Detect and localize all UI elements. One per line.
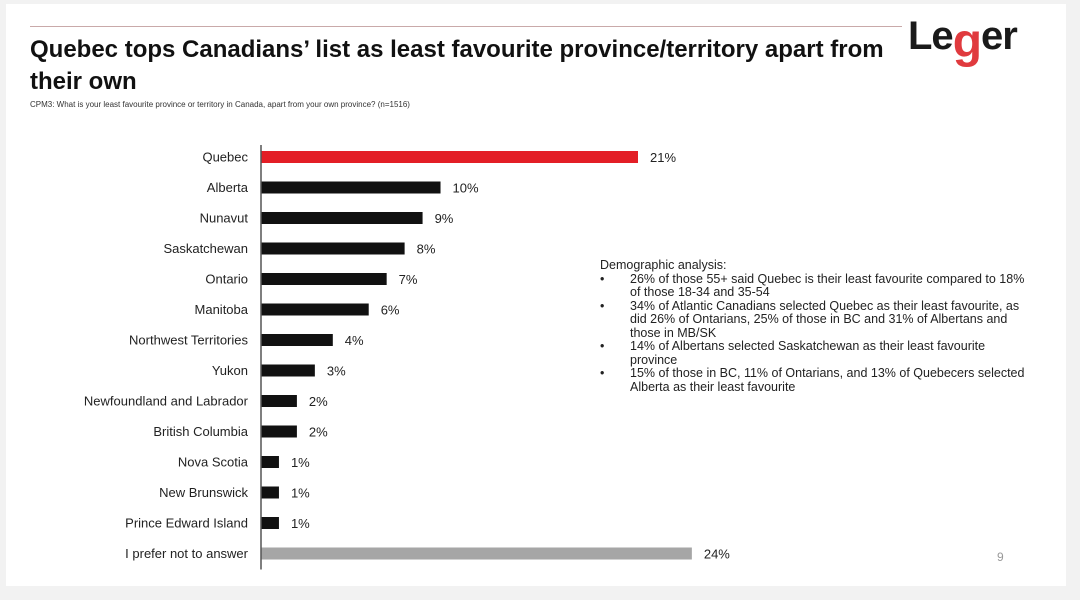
bar-nova-scotia: [261, 456, 279, 468]
bar-british-columbia: [261, 425, 297, 438]
value-label: 24%: [704, 547, 730, 562]
category-label: Alberta: [207, 180, 249, 195]
leger-logo: Leger: [908, 14, 1018, 68]
top-rule: [30, 26, 902, 27]
value-label: 3%: [327, 364, 346, 379]
bar-saskatchewan: [261, 242, 405, 255]
value-label: 4%: [345, 333, 364, 348]
notes-bullet: 26% of those 55+ said Quebec is their le…: [600, 272, 1030, 300]
category-label: Prince Edward Island: [125, 516, 248, 531]
category-label: Northwest Territories: [129, 333, 248, 348]
category-label: Nova Scotia: [178, 455, 249, 470]
value-label: 2%: [309, 425, 328, 440]
category-label: New Brunswick: [159, 485, 248, 500]
category-label: Nunavut: [200, 211, 249, 226]
value-label: 8%: [417, 242, 436, 257]
category-label: Ontario: [205, 272, 248, 287]
notes-bullet: 14% of Albertans selected Saskatchewan a…: [600, 339, 1030, 367]
bar-new-brunswick: [261, 486, 279, 499]
value-label: 10%: [453, 181, 479, 196]
notes-bullet: 15% of those in BC, 11% of Ontarians, an…: [600, 366, 1030, 394]
category-label: Newfoundland and Labrador: [84, 394, 249, 409]
bar-northwest-territories: [261, 334, 333, 346]
value-label: 1%: [291, 455, 310, 470]
category-label: British Columbia: [153, 424, 248, 439]
bar-nunavut: [261, 212, 423, 224]
category-label: Quebec: [202, 150, 248, 165]
bar-quebec: [261, 151, 638, 163]
page-number: 9: [997, 550, 1004, 564]
bar-i-prefer-not-to-answer: [261, 547, 692, 560]
notes-list: 26% of those 55+ said Quebec is their le…: [600, 272, 1030, 395]
category-label: Manitoba: [195, 302, 249, 317]
bar-alberta: [261, 181, 441, 194]
value-label: 9%: [435, 211, 454, 226]
bar-prince-edward-island: [261, 517, 279, 529]
value-label: 1%: [291, 486, 310, 501]
value-label: 2%: [309, 394, 328, 409]
bar-newfoundland-and-labrador: [261, 395, 297, 407]
demographic-notes: Demographic analysis: 26% of those 55+ s…: [600, 258, 1030, 395]
value-label: 6%: [381, 303, 400, 318]
bar-ontario: [261, 273, 387, 285]
bar-yukon: [261, 364, 315, 377]
category-label: I prefer not to answer: [125, 546, 249, 561]
bar-manitoba: [261, 303, 369, 316]
value-label: 1%: [291, 516, 310, 531]
notes-bullet: 34% of Atlantic Canadians selected Quebe…: [600, 299, 1030, 341]
page-title: Quebec tops Canadians’ list as least fav…: [30, 36, 884, 95]
category-label: Yukon: [212, 363, 248, 378]
notes-heading: Demographic analysis:: [600, 258, 727, 272]
value-label: 7%: [399, 272, 418, 287]
category-label: Saskatchewan: [163, 241, 248, 256]
question-subtitle: CPM3: What is your least favourite provi…: [30, 100, 410, 109]
value-label: 21%: [650, 150, 676, 165]
